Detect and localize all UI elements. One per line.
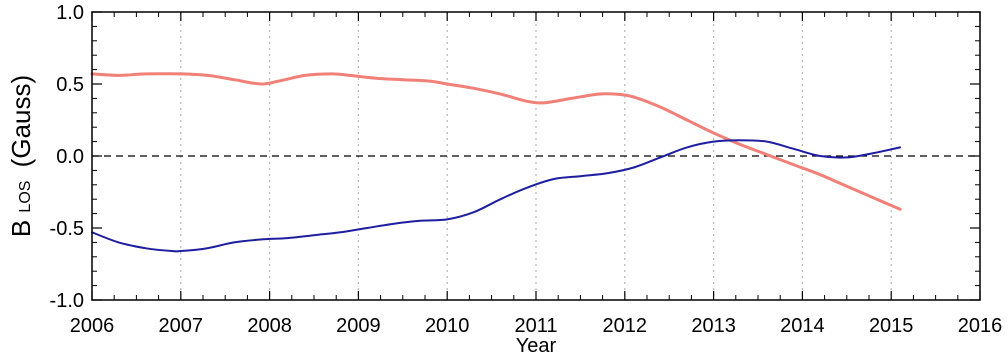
x-tick-label: 2015 (869, 315, 914, 337)
y-tick-label: -0.5 (50, 218, 84, 240)
x-tick-label: 2007 (159, 315, 204, 337)
x-tick-label: 2012 (603, 315, 648, 337)
x-tick-label: 2014 (780, 315, 825, 337)
y-axis-title-main: B (6, 220, 36, 237)
x-tick-label: 2010 (425, 315, 470, 337)
x-tick-labels: 2006 2007 2008 2009 2010 2011 2012 2013 2014 2015… (70, 315, 1003, 337)
x-tick-label: 2006 (70, 315, 115, 337)
x-tick-label: 2009 (336, 315, 381, 337)
x-axis-title: Year (516, 335, 557, 357)
axis-ticks (91, 11, 981, 301)
y-tick-label: -1.0 (50, 290, 84, 312)
x-tick-label: 2013 (691, 315, 736, 337)
y-axis-title-subscript: LOS (17, 181, 34, 213)
x-tick-label: 2008 (247, 315, 292, 337)
y-tick-label: 0.0 (56, 146, 84, 168)
series-lines (90, 72, 902, 253)
x-tick-label: 2016 (958, 315, 1003, 337)
x-tick-label: 2011 (514, 315, 557, 337)
y-tick-label: 0.5 (56, 74, 84, 96)
y-axis-title-unit: (Gauss) (6, 75, 36, 167)
y-tick-label: 1.0 (56, 2, 84, 24)
y-axis-title: B LOS (Gauss) (6, 75, 36, 237)
y-tick-labels: -1.0 -0.5 0.0 0.5 1.0 (50, 2, 84, 312)
series-line-blue (91, 139, 902, 253)
series-line-red (90, 72, 902, 211)
